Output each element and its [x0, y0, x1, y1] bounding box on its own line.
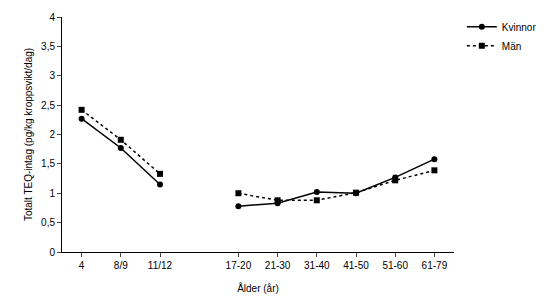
svg-text:0: 0 [49, 247, 55, 258]
svg-text:2,5: 2,5 [41, 100, 55, 111]
svg-text:Totalt TEQ-intag (pg/kg kropps: Totalt TEQ-intag (pg/kg kroppsvikt/dag) [23, 48, 34, 221]
svg-text:21-30: 21-30 [265, 260, 291, 271]
svg-text:51-60: 51-60 [382, 260, 408, 271]
svg-text:Ålder (år): Ålder (år) [237, 282, 279, 294]
svg-text:8/9: 8/9 [114, 260, 128, 271]
svg-text:1,5: 1,5 [41, 158, 55, 169]
svg-text:2: 2 [49, 129, 55, 140]
svg-text:3: 3 [49, 70, 55, 81]
svg-text:11/12: 11/12 [148, 260, 173, 271]
svg-text:41-50: 41-50 [343, 260, 369, 271]
svg-text:31-40: 31-40 [304, 260, 330, 271]
svg-text:4: 4 [79, 260, 85, 271]
svg-text:0,5: 0,5 [41, 217, 55, 228]
svg-text:Män: Män [502, 41, 521, 52]
svg-text:17-20: 17-20 [226, 260, 252, 271]
svg-text:1: 1 [49, 188, 55, 199]
svg-text:3,5: 3,5 [41, 41, 55, 52]
svg-text:4: 4 [49, 12, 55, 23]
svg-text:Kvinnor: Kvinnor [502, 22, 537, 33]
svg-text:61-79: 61-79 [422, 260, 448, 271]
